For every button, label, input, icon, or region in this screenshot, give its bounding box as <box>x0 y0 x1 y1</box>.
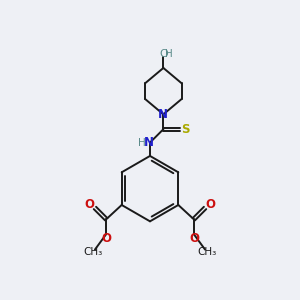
Text: O: O <box>189 232 199 245</box>
Text: O: O <box>101 232 111 245</box>
Text: N: N <box>158 108 168 121</box>
Text: O: O <box>159 49 168 59</box>
Text: O: O <box>206 198 215 211</box>
Text: CH₃: CH₃ <box>197 247 216 257</box>
Text: H: H <box>138 138 146 148</box>
Text: H: H <box>165 49 173 59</box>
Text: N: N <box>143 136 154 149</box>
Text: S: S <box>181 123 189 136</box>
Text: CH₃: CH₃ <box>84 247 103 257</box>
Text: O: O <box>85 198 94 211</box>
